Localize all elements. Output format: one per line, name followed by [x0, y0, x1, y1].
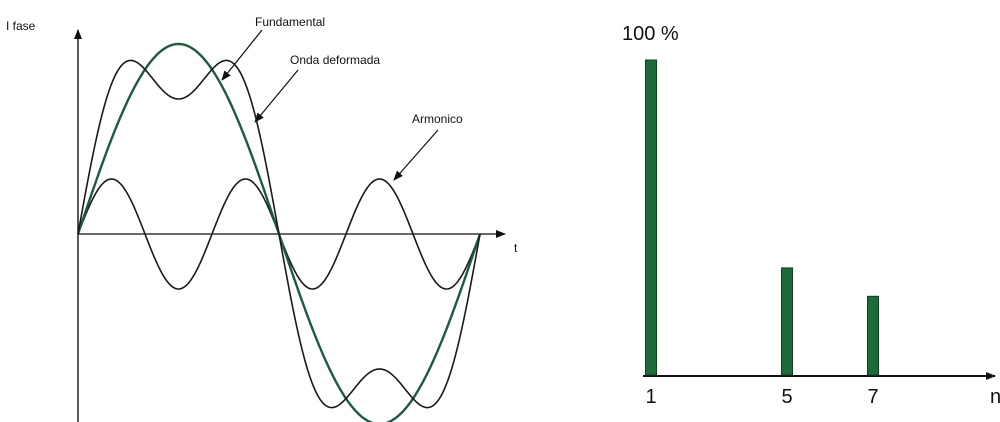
waveform-x-axis-label: t: [514, 241, 518, 255]
harmonic-pointer-arrow: [393, 129, 439, 181]
spectrum-bar-1: [645, 59, 657, 376]
distorted-wave: [77, 59, 481, 409]
waveform-panel: I fase t Fundamental Onda deformada Armo…: [6, 15, 518, 422]
spectrum-tick-1: 1: [645, 386, 656, 408]
spectrum-x-axis-label: n: [990, 386, 1000, 408]
spectrum-bar-7: [867, 295, 879, 376]
distorted-label: Onda deformada: [290, 53, 380, 67]
distorted-pointer-arrow: [254, 69, 299, 123]
fundamental-label: Fundamental: [255, 15, 325, 29]
spectrum-bar-5: [781, 267, 793, 376]
spectrum-tick-7: 7: [867, 386, 878, 408]
spectrum-panel: 100 % 1 5 7 n: [622, 23, 1000, 408]
fundamental-pointer-arrow: [221, 29, 263, 81]
spectrum-tick-5: 5: [781, 386, 792, 408]
spectrum-top-label: 100 %: [622, 23, 679, 45]
waveform-y-axis-label: I fase: [6, 19, 36, 33]
harmonic-label: Armonico: [412, 112, 463, 126]
